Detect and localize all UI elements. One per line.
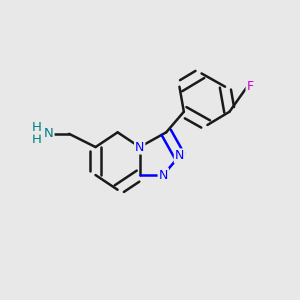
Text: H: H [32,133,42,146]
Text: N: N [135,141,144,154]
Text: H: H [32,121,42,134]
Text: F: F [247,80,254,93]
Text: N: N [175,149,184,162]
Text: N: N [159,169,168,182]
Text: N: N [44,127,53,140]
